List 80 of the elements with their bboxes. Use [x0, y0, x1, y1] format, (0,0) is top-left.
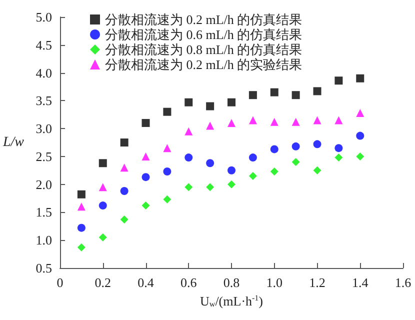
legend-label: 分散相流速为 0.2 mL/h 的仿真结果 — [105, 12, 302, 27]
y-tick-label: 3.0 — [36, 121, 52, 136]
point — [228, 98, 236, 106]
point — [120, 215, 128, 224]
y-tick-label: 5.0 — [36, 10, 52, 24]
point — [163, 168, 172, 176]
point — [313, 166, 322, 174]
x-tick-label: 1.0 — [266, 275, 283, 290]
point — [270, 118, 278, 126]
legend-label: 分散相流速为 0.8 mL/h 的仿真结果 — [105, 42, 302, 57]
point — [206, 122, 214, 130]
point — [184, 98, 193, 106]
y-tick-label: 3.5 — [36, 93, 52, 108]
legend-label: 分散相流速为 0.6 mL/h 的仿真结果 — [105, 27, 302, 42]
point — [98, 159, 107, 168]
point — [142, 202, 150, 210]
x-tick-label: 0.2 — [94, 275, 112, 290]
y-tick-label: 4.5 — [36, 37, 52, 52]
point — [184, 127, 193, 136]
point — [270, 168, 278, 176]
point — [206, 159, 214, 168]
point — [270, 88, 278, 96]
y-tick-label: 1.0 — [36, 232, 52, 248]
point — [142, 152, 150, 160]
point — [334, 144, 343, 152]
point — [313, 116, 322, 124]
point — [184, 183, 193, 192]
point — [77, 243, 86, 252]
x-tick-label: 0.6 — [180, 275, 198, 290]
x-tick-label: 0.8 — [223, 275, 240, 290]
point — [184, 154, 193, 162]
point — [77, 190, 86, 198]
x-tick-label: 1.2 — [309, 275, 326, 290]
point — [334, 76, 343, 85]
point — [77, 224, 86, 232]
point — [228, 118, 236, 127]
point — [142, 118, 150, 127]
point — [334, 116, 343, 124]
point — [248, 172, 257, 180]
x-tick-label: 0.4 — [138, 275, 154, 290]
x-tick-label: 1.6 — [394, 275, 412, 290]
point — [356, 74, 364, 82]
point — [206, 183, 214, 192]
point — [292, 91, 300, 100]
point — [98, 202, 107, 210]
point — [120, 164, 128, 172]
y-tick-label: 4.0 — [36, 65, 52, 80]
point — [356, 108, 364, 117]
y-axis-title: L/w — [2, 135, 25, 150]
point — [313, 140, 322, 148]
point — [248, 91, 257, 100]
point — [292, 142, 300, 150]
legend-label: 分散相流速为 0.2 mL/h 的实验结果 — [105, 57, 302, 72]
y-tick-label: 2.0 — [36, 176, 52, 192]
point — [228, 180, 236, 188]
point — [228, 166, 236, 174]
point — [120, 138, 128, 146]
point — [248, 154, 257, 162]
point — [248, 116, 257, 124]
point — [163, 144, 172, 152]
point — [163, 108, 172, 116]
point — [98, 183, 107, 192]
point — [334, 154, 343, 162]
point — [206, 102, 214, 110]
x-tick-label: 0 — [56, 275, 64, 290]
point — [292, 158, 300, 166]
y-tick-label: 1.5 — [36, 204, 52, 220]
x-tick-label: 1.4 — [352, 275, 369, 290]
point — [98, 233, 107, 242]
y-tick-label: 0.5 — [36, 260, 52, 276]
point — [270, 145, 278, 154]
point — [356, 152, 364, 160]
point — [120, 187, 128, 196]
y-tick-label: 2.5 — [36, 148, 52, 164]
point — [356, 132, 364, 140]
point — [77, 202, 86, 211]
point — [163, 195, 172, 204]
point — [292, 118, 300, 126]
point — [142, 173, 150, 182]
point — [313, 87, 322, 96]
